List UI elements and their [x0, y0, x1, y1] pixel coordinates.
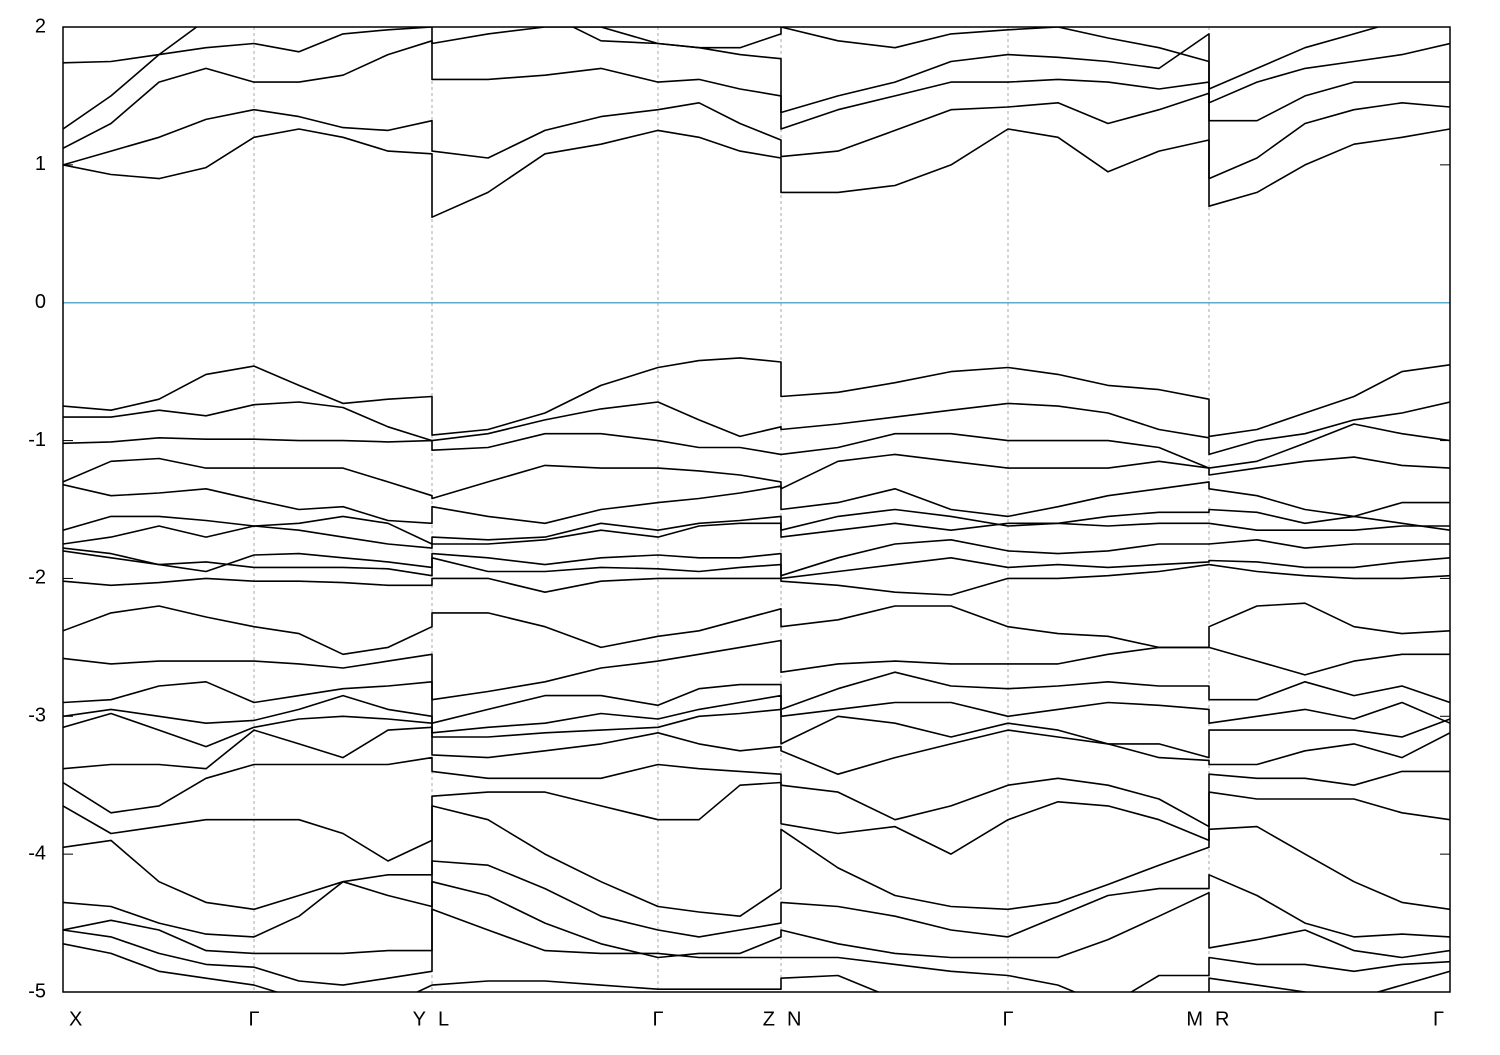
plot-frame: [62, 26, 1451, 993]
band-line: [63, 481, 1450, 525]
y-tick-label: -2: [28, 567, 46, 589]
x-tick-label: N: [787, 1008, 801, 1030]
band-line: [63, 522, 1450, 549]
x-tick-label: R: [1215, 1008, 1229, 1030]
y-tick-label: -4: [28, 842, 46, 864]
x-tick-label: Γ: [1433, 1008, 1444, 1030]
x-tick-label: Γ: [248, 1008, 259, 1030]
band-line: [63, 423, 1450, 469]
y-tick-label: -1: [28, 429, 46, 451]
band-line: [63, 781, 1450, 862]
y-tick-label: 1: [35, 153, 46, 175]
band-line: [63, 908, 1450, 992]
band-line: [63, 401, 1450, 456]
band-line: [63, 508, 1450, 545]
x-tick-label: Γ: [652, 1008, 663, 1030]
band-line: [63, 694, 1450, 734]
x-tick-label: Z: [763, 1008, 775, 1030]
x-tick-label: X: [69, 1008, 82, 1030]
band-line: [63, 805, 1450, 917]
band-line: [63, 860, 1450, 938]
band-line: [63, 671, 1450, 724]
y-tick-label: -5: [28, 980, 46, 1002]
grid: [63, 26, 1450, 993]
band-line: [63, 128, 1450, 218]
band-line: [63, 357, 1450, 438]
band-line: [63, 639, 1450, 701]
band-line: [63, 563, 1450, 596]
band-line: [63, 40, 1450, 150]
x-tick-label: L: [438, 1008, 449, 1030]
x-tick-label: Y: [413, 1008, 426, 1030]
band-line: [63, 943, 1450, 992]
labels: -5 -4 -3 -2 -1 0 1 2 X Γ Y L Γ Z N Γ M R Γ: [28, 15, 1444, 1030]
x-tick-label: M: [1186, 1008, 1203, 1030]
band-line: [63, 27, 1450, 130]
band-line: [63, 453, 1450, 500]
band-line: [63, 539, 1450, 577]
y-tick-label: 2: [35, 15, 46, 37]
bands: [63, 27, 1450, 992]
x-tick-label: Γ: [1002, 1008, 1013, 1030]
band-line: [63, 708, 1450, 759]
band-line: [63, 602, 1450, 656]
band-line: [63, 92, 1450, 180]
band-line: [63, 726, 1450, 775]
band-line: [63, 756, 1450, 828]
y-tick-label: -3: [28, 705, 46, 727]
band-line: [63, 550, 1450, 580]
y-tick-label: 0: [35, 291, 46, 313]
band-line: [63, 27, 1381, 90]
band-line: [63, 880, 1450, 959]
